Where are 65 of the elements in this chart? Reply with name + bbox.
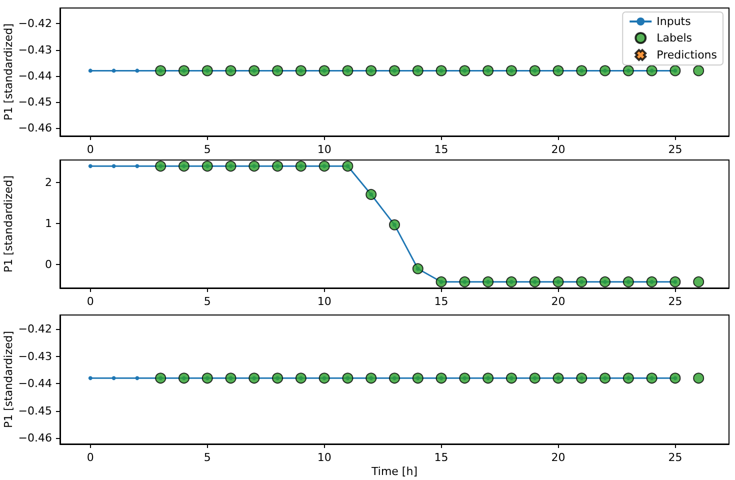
x-tick-label: 0 xyxy=(86,295,94,308)
y-tick-label: −0.43 xyxy=(18,43,52,56)
point xyxy=(459,276,470,288)
x-tick-label: 0 xyxy=(86,143,94,156)
point xyxy=(482,276,494,288)
x-tick-label: 25 xyxy=(668,143,682,156)
x-tick-label: 5 xyxy=(204,143,211,156)
point xyxy=(295,160,306,172)
y-axis-title: P1 [standardized] xyxy=(2,175,15,273)
y-tick-label: −0.44 xyxy=(18,377,52,390)
point xyxy=(552,276,564,288)
point xyxy=(622,276,634,288)
point xyxy=(202,160,213,172)
x-tick-label: 25 xyxy=(668,295,682,308)
x-tick-label: 5 xyxy=(204,451,211,464)
point xyxy=(646,276,658,288)
x-tick-label: 20 xyxy=(551,451,566,464)
point xyxy=(366,188,377,200)
y-tick-label: −0.42 xyxy=(18,322,52,336)
x-tick-label: 5 xyxy=(204,295,211,308)
y-tick-label: −0.42 xyxy=(18,17,52,30)
y-tick-label: 2 xyxy=(45,176,52,190)
point xyxy=(135,164,140,168)
point xyxy=(576,276,588,288)
point xyxy=(506,276,517,288)
legend-label: Inputs xyxy=(656,15,692,28)
x-tick-label: 0 xyxy=(86,451,94,464)
y-tick-label: −0.45 xyxy=(18,404,52,418)
x-tick-label: 10 xyxy=(317,451,332,464)
y-tick-label: −0.43 xyxy=(18,350,52,363)
legend-label: Predictions xyxy=(656,48,718,62)
point xyxy=(318,160,330,172)
y-axis-title: P1 [standardized] xyxy=(2,330,15,428)
point xyxy=(225,160,236,172)
point xyxy=(389,219,400,230)
y-tick-label: −0.45 xyxy=(18,96,52,109)
point xyxy=(112,164,116,168)
x-axis-title: Time [h] xyxy=(370,465,418,478)
point xyxy=(248,160,260,172)
x-tick-label: 20 xyxy=(551,143,566,156)
x-tick-label: 25 xyxy=(668,451,682,464)
y-tick-label: −0.44 xyxy=(18,69,52,82)
point xyxy=(178,160,190,172)
y-tick-label: −0.46 xyxy=(18,122,52,135)
point xyxy=(412,263,424,274)
point xyxy=(436,276,447,288)
point xyxy=(272,160,284,172)
y-axis-title: P1 [standardized] xyxy=(2,23,15,121)
x-tick-label: 10 xyxy=(317,143,332,156)
y-tick-label: 0 xyxy=(45,258,52,272)
point xyxy=(693,276,704,288)
y-tick-label: −0.46 xyxy=(18,432,52,445)
x-tick-label: 15 xyxy=(434,295,448,308)
legend-label: Labels xyxy=(656,32,692,44)
point xyxy=(670,276,681,288)
x-tick-label: 15 xyxy=(434,451,448,464)
point xyxy=(88,164,92,168)
point xyxy=(342,160,354,172)
point xyxy=(600,276,611,288)
x-tick-label: 15 xyxy=(434,143,448,156)
x-tick-label: 10 xyxy=(317,295,332,308)
x-tick-label: 20 xyxy=(551,295,566,308)
y-tick-label: 1 xyxy=(45,217,52,230)
point xyxy=(155,160,166,172)
point xyxy=(529,276,540,288)
